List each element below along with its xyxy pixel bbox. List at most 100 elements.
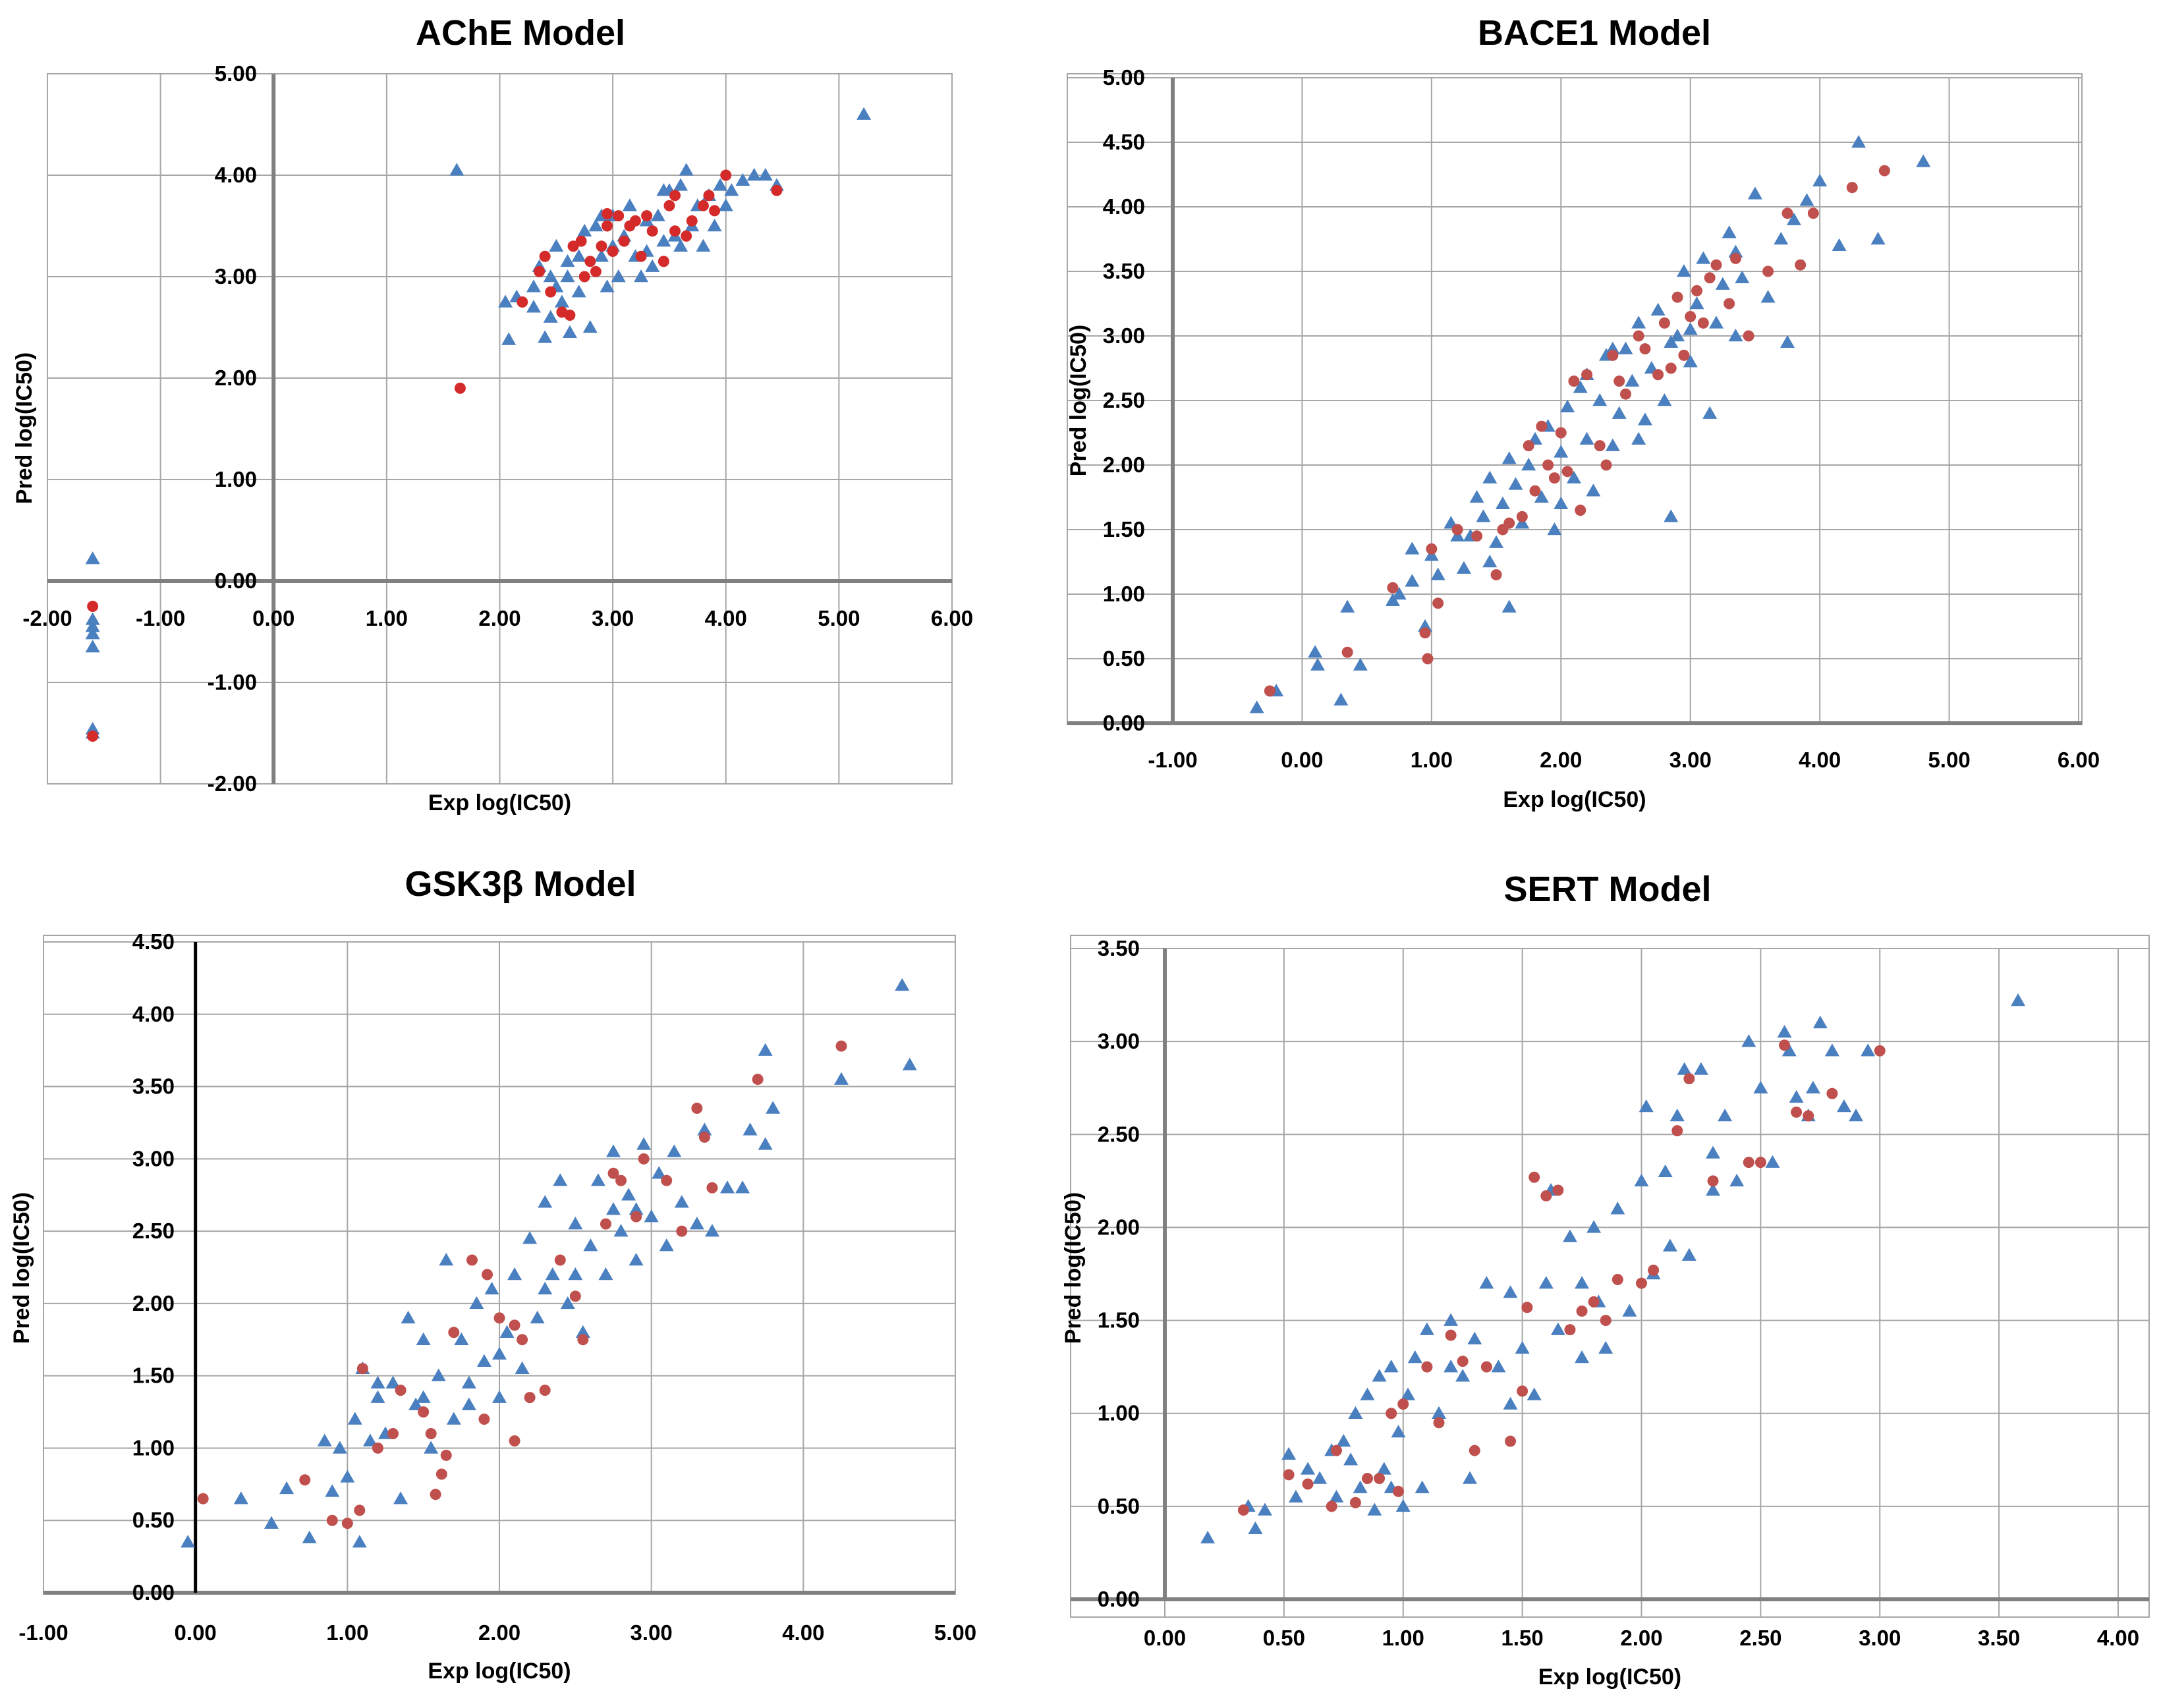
test-point [430, 1489, 441, 1501]
test-point [545, 286, 557, 298]
training-point [598, 1267, 613, 1281]
test-point [661, 1174, 673, 1186]
training-point [1786, 212, 1801, 225]
y-tick-label: 0.00 [1098, 1587, 1140, 1611]
y-tick-label: 1.00 [1098, 1401, 1140, 1425]
training-point [1463, 1471, 1478, 1484]
training-point [1444, 1313, 1459, 1326]
test-point [1433, 1417, 1445, 1429]
training-point [1836, 1099, 1851, 1113]
training-point [1405, 541, 1420, 555]
test-point [703, 190, 715, 202]
training-point [85, 551, 100, 565]
test-point [1658, 317, 1670, 329]
test-point [1361, 1473, 1373, 1485]
training-point [370, 1390, 385, 1403]
test-point [1237, 1504, 1249, 1516]
training-point [673, 238, 688, 252]
test-point [641, 210, 653, 222]
x-tick-label: 1.00 [366, 606, 408, 630]
y-tick-label: 1.50 [1098, 1308, 1140, 1333]
training-point [1676, 264, 1691, 277]
training-point [1789, 1089, 1804, 1103]
training-point [1693, 1062, 1708, 1075]
y-axis-label: Pred log(IC50) [9, 1192, 34, 1344]
test-point [631, 1211, 642, 1223]
y-tick-label: 3.00 [215, 264, 257, 289]
x-tick-label: 0.00 [1144, 1626, 1186, 1650]
y-tick-label: 1.50 [1103, 517, 1145, 541]
training-point [622, 198, 637, 211]
y-tick-label: 4.50 [132, 929, 175, 954]
test-point [1671, 1125, 1683, 1137]
training-point [1677, 1062, 1692, 1075]
y-tick-label: 1.00 [215, 467, 257, 491]
training-point [554, 294, 569, 308]
training-point [758, 168, 773, 181]
training-point [424, 1441, 439, 1454]
training-point [1780, 335, 1795, 348]
training-point [476, 1354, 491, 1367]
test-point [1724, 298, 1735, 310]
test-point [698, 1131, 710, 1143]
training-point [431, 1368, 446, 1381]
training-point [181, 1535, 196, 1548]
series-test [1264, 165, 1890, 697]
test-point [1729, 252, 1741, 264]
test-point [326, 1514, 338, 1526]
training-point [621, 1188, 636, 1201]
training-point [650, 208, 665, 221]
training-point [1658, 1164, 1673, 1177]
training-point [1329, 1489, 1344, 1502]
x-axis-label: Exp log(IC50) [428, 790, 571, 815]
training-point [634, 269, 649, 283]
test-point [87, 601, 99, 612]
training-point [279, 1481, 294, 1495]
training-point [1503, 1396, 1518, 1410]
test-point [372, 1442, 383, 1454]
test-point [629, 215, 641, 227]
test-point [676, 1225, 688, 1237]
training-point [1372, 1369, 1387, 1382]
y-tick-label: -2.00 [208, 771, 257, 796]
test-point [1671, 291, 1683, 303]
training-point [644, 1209, 659, 1223]
training-point [1861, 1043, 1876, 1057]
training-point [526, 279, 541, 292]
test-point [1422, 653, 1434, 665]
training-point [1669, 1109, 1685, 1122]
training-point [538, 1281, 553, 1295]
training-point [594, 249, 609, 262]
training-point [545, 1267, 560, 1281]
test-point [602, 208, 613, 220]
test-point [1683, 1073, 1695, 1085]
x-tick-label: 5.00 [818, 606, 860, 630]
test-point [1523, 440, 1534, 452]
test-point [1426, 543, 1438, 555]
training-point [652, 1166, 667, 1179]
test-point [435, 1468, 447, 1480]
training-point [1696, 251, 1711, 264]
test-point [440, 1449, 452, 1461]
test-point [1707, 1175, 1719, 1187]
test-point [1781, 207, 1793, 219]
x-tick-label: 2.00 [478, 606, 520, 630]
test-point [1386, 1408, 1397, 1419]
training-point [1495, 496, 1510, 510]
test-point [697, 200, 709, 211]
training-point [1455, 1369, 1471, 1382]
x-tick-label: -1.00 [18, 1620, 68, 1645]
test-point [1704, 272, 1716, 284]
training-point [1747, 186, 1762, 200]
test-point [1807, 207, 1819, 219]
test-point [1471, 530, 1483, 542]
training-point [1689, 296, 1704, 310]
training-point [1534, 490, 1549, 503]
training-point [1592, 393, 1608, 406]
training-point [484, 1281, 499, 1295]
chart-1: -2.00 -1.00 0.00 1.00 2.00 3.00 4.00 5.00 6.00 -2… [12, 13, 973, 815]
chart-4: 0.00 0.50 1.00 1.50 2.00 2.50 3.00 3.50 4.00 0.00… [1061, 869, 2150, 1690]
test-point [681, 230, 692, 242]
test-point [1341, 646, 1353, 658]
training-point [1799, 193, 1814, 206]
